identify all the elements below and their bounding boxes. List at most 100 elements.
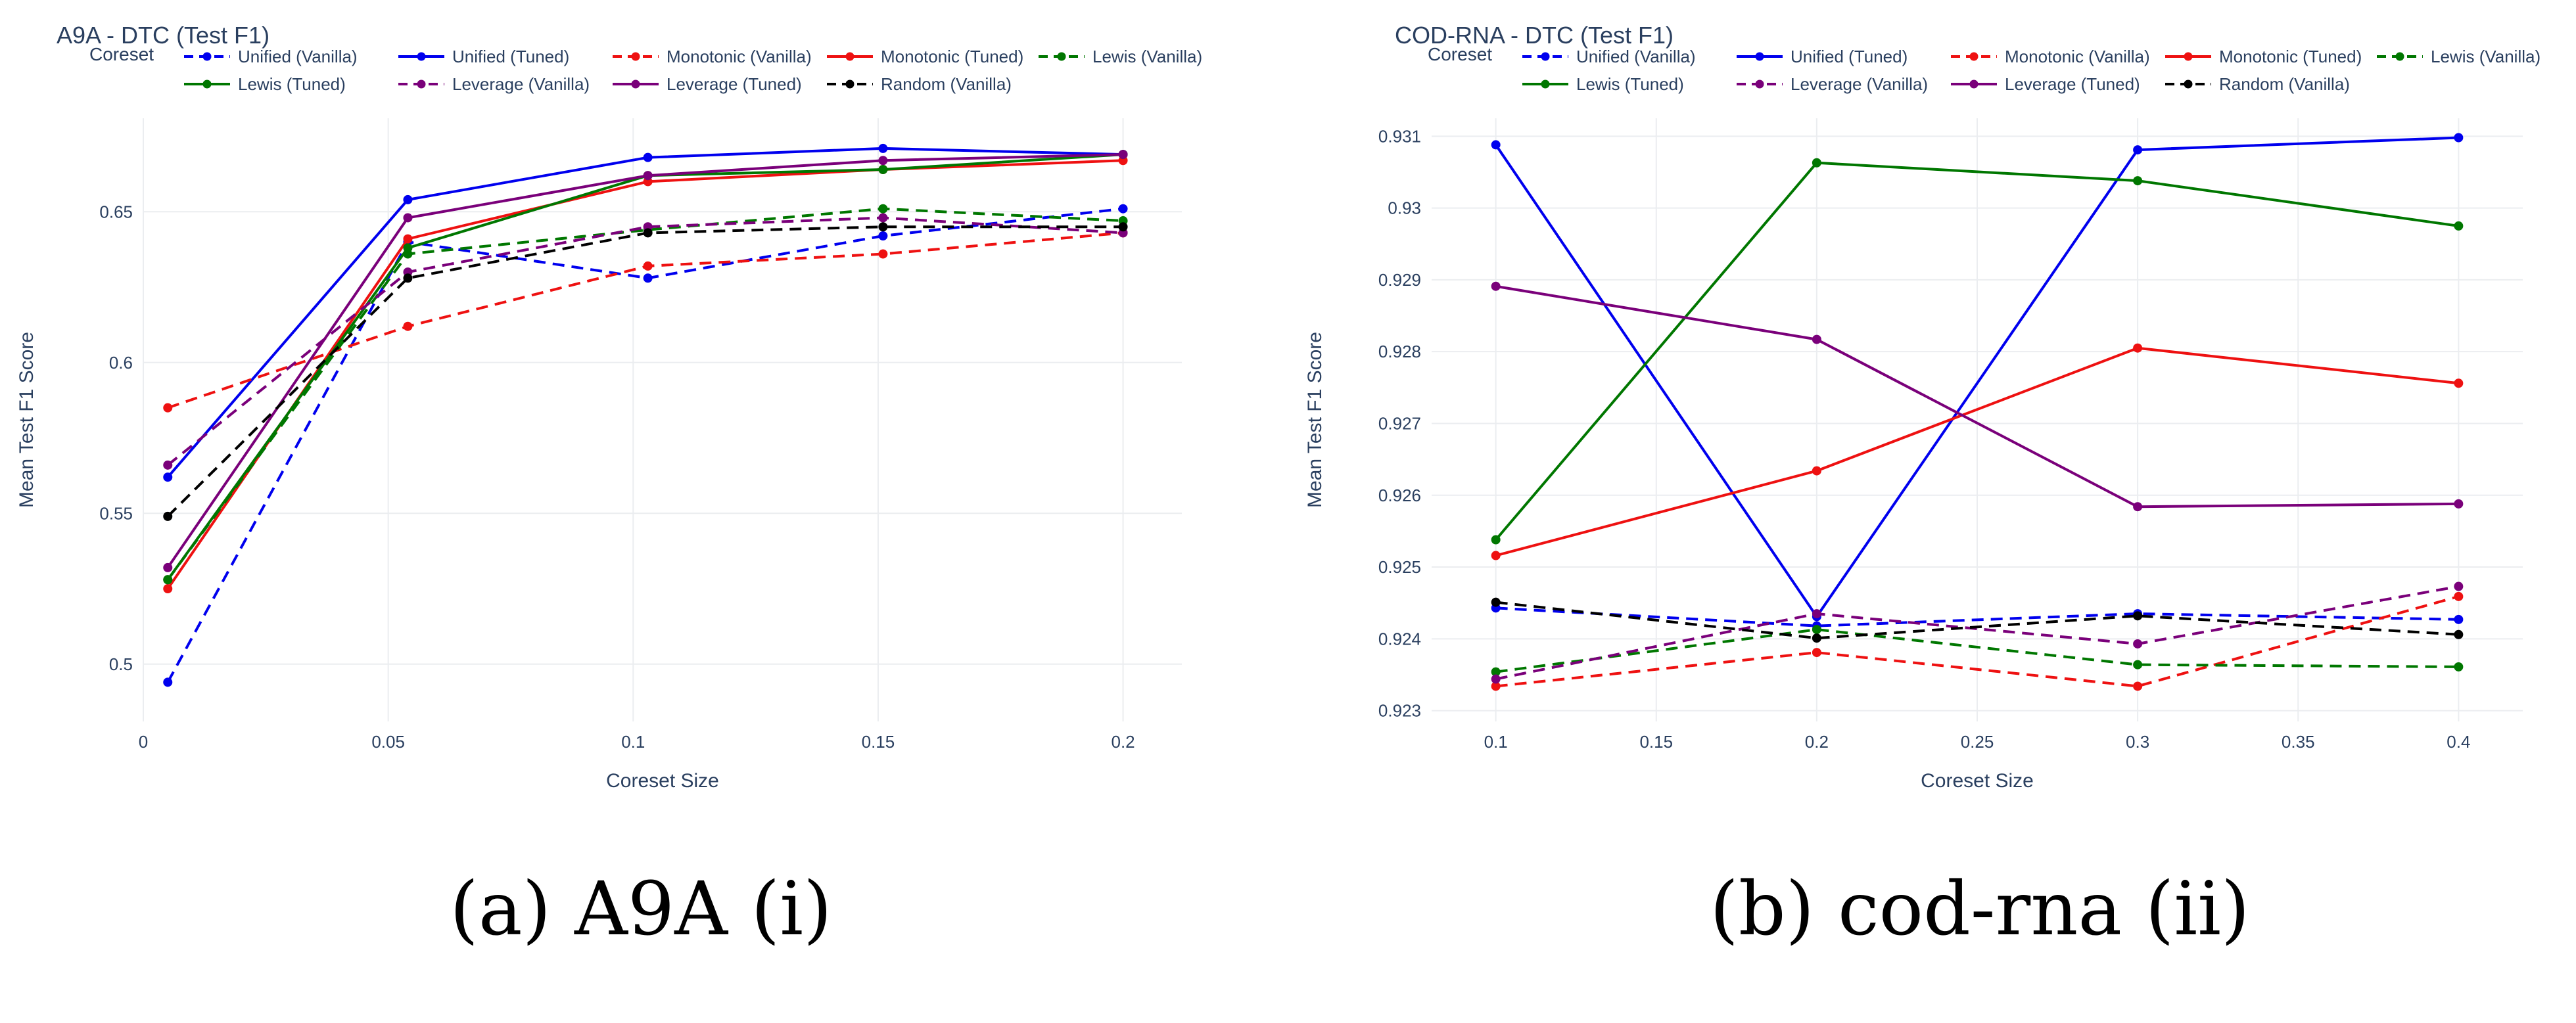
legend-item[interactable]: Unified (Vanilla) (184, 47, 358, 66)
data-point[interactable] (163, 403, 173, 413)
data-point[interactable] (878, 222, 888, 232)
data-point[interactable] (878, 204, 888, 214)
legend-item[interactable]: Monotonic (Tuned) (827, 47, 1023, 66)
legend-item[interactable]: Monotonic (Vanilla) (613, 47, 812, 66)
data-point[interactable] (2454, 614, 2464, 624)
series[interactable] (163, 204, 1128, 687)
legend-item[interactable]: Unified (Tuned) (398, 47, 569, 66)
data-point[interactable] (1118, 150, 1128, 160)
data-point[interactable] (2454, 221, 2464, 231)
data-point[interactable] (643, 152, 653, 162)
series[interactable] (1491, 158, 2464, 545)
legend-item[interactable]: Unified (Tuned) (1737, 47, 1908, 66)
legend-marker (845, 80, 855, 89)
legend-item[interactable]: Lewis (Tuned) (184, 74, 346, 94)
data-point[interactable] (1812, 625, 1821, 635)
series[interactable] (163, 204, 1128, 585)
data-point[interactable] (1118, 222, 1128, 232)
data-point[interactable] (2133, 639, 2143, 648)
series[interactable] (163, 143, 1128, 482)
data-point[interactable] (1812, 158, 1821, 168)
data-point[interactable] (643, 261, 653, 271)
data-point[interactable] (643, 171, 653, 181)
data-point[interactable] (878, 249, 888, 259)
series[interactable] (1491, 625, 2464, 677)
data-point[interactable] (163, 677, 173, 687)
data-point[interactable] (163, 584, 173, 594)
data-point[interactable] (1812, 334, 1821, 344)
data-point[interactable] (1491, 140, 1501, 150)
data-point[interactable] (1491, 535, 1501, 545)
data-point[interactable] (403, 194, 413, 204)
data-point[interactable] (2133, 343, 2143, 353)
data-point[interactable] (2133, 176, 2143, 186)
data-point[interactable] (403, 213, 413, 223)
series[interactable] (1491, 597, 2464, 643)
data-point[interactable] (163, 460, 173, 470)
data-point[interactable] (2133, 681, 2143, 691)
data-point[interactable] (1812, 466, 1821, 476)
data-point[interactable] (2454, 629, 2464, 639)
series[interactable] (163, 222, 1128, 521)
legend-item[interactable]: Random (Vanilla) (827, 74, 1012, 94)
data-point[interactable] (1812, 609, 1821, 619)
legend-item[interactable]: Leverage (Tuned) (1951, 74, 2140, 94)
data-point[interactable] (163, 575, 173, 585)
legend-label: Monotonic (Tuned) (881, 47, 1023, 66)
series-line (167, 216, 1123, 466)
legend-marker (417, 52, 426, 61)
data-point[interactable] (878, 156, 888, 166)
series[interactable] (1491, 581, 2464, 684)
data-point[interactable] (878, 143, 888, 153)
legend-item[interactable]: Leverage (Vanilla) (1737, 74, 1928, 94)
data-point[interactable] (1812, 648, 1821, 658)
legend-item[interactable]: Leverage (Vanilla) (398, 74, 590, 94)
data-point[interactable] (1491, 681, 1501, 691)
data-point[interactable] (878, 231, 888, 241)
series[interactable] (163, 213, 1128, 470)
legend-item[interactable]: Lewis (Vanilla) (2377, 47, 2541, 66)
data-point[interactable] (403, 273, 413, 283)
y-tick-label: 0.55 (99, 503, 133, 523)
data-point[interactable] (403, 243, 413, 253)
data-point[interactable] (2133, 502, 2143, 512)
data-point[interactable] (643, 273, 653, 283)
data-point[interactable] (1812, 633, 1821, 643)
data-point[interactable] (163, 562, 173, 572)
data-point[interactable] (1491, 597, 1501, 607)
data-point[interactable] (643, 228, 653, 238)
data-point[interactable] (163, 511, 173, 521)
data-point[interactable] (2454, 581, 2464, 591)
legend-item[interactable]: Leverage (Tuned) (613, 74, 802, 94)
data-point[interactable] (878, 165, 888, 175)
legend-item[interactable]: Unified (Vanilla) (1522, 47, 1696, 66)
series[interactable] (1491, 591, 2464, 691)
data-point[interactable] (2454, 133, 2464, 143)
data-point[interactable] (403, 234, 413, 244)
data-point[interactable] (2454, 499, 2464, 509)
data-point[interactable] (163, 472, 173, 482)
data-point[interactable] (1491, 674, 1501, 684)
data-point[interactable] (1491, 281, 1501, 291)
data-point[interactable] (2454, 378, 2464, 388)
data-point[interactable] (878, 213, 888, 223)
series[interactable] (163, 150, 1128, 572)
data-point[interactable] (403, 321, 413, 331)
legend-item[interactable]: Monotonic (Tuned) (2165, 47, 2362, 66)
legend-item[interactable]: Lewis (Tuned) (1522, 74, 1684, 94)
data-point[interactable] (2454, 662, 2464, 671)
data-point[interactable] (1491, 667, 1501, 677)
legend-item[interactable]: Monotonic (Vanilla) (1951, 47, 2150, 66)
data-point[interactable] (2133, 611, 2143, 621)
legend-item[interactable]: Lewis (Vanilla) (1039, 47, 1202, 66)
series[interactable] (1491, 281, 2464, 512)
legend-item[interactable]: Random (Vanilla) (2165, 74, 2350, 94)
data-point[interactable] (2454, 591, 2464, 601)
data-point[interactable] (2133, 145, 2143, 155)
data-point[interactable] (1118, 204, 1128, 214)
series[interactable] (163, 156, 1128, 594)
legend-label: Unified (Tuned) (1791, 47, 1908, 66)
series[interactable] (1491, 343, 2464, 560)
data-point[interactable] (2133, 660, 2143, 670)
data-point[interactable] (1491, 551, 1501, 560)
